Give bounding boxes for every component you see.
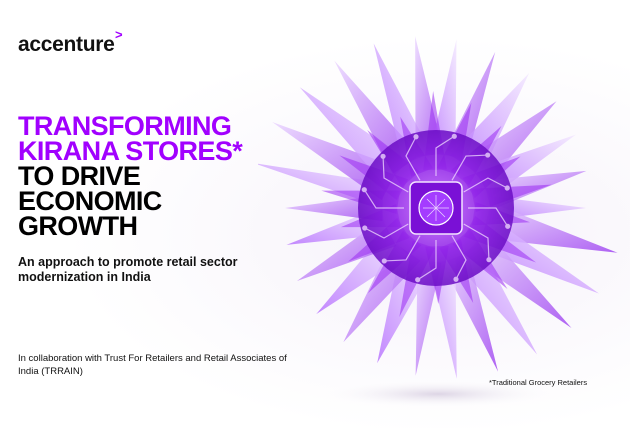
circuit-trace: [468, 207, 509, 227]
circuit-node: [413, 134, 419, 140]
circuit-node: [381, 258, 387, 264]
circuit-node: [504, 185, 510, 191]
circuit-node: [361, 187, 367, 193]
circuit-node: [415, 277, 421, 283]
headline-line-1: TRANSFORMING: [18, 111, 232, 141]
headline-line-4: ECONOMIC: [18, 186, 162, 216]
circuit-node: [505, 223, 511, 229]
logo-mark-icon: >: [115, 27, 123, 42]
circuit-trace: [463, 223, 490, 260]
circuit-trace: [435, 135, 455, 176]
circuit-node: [362, 225, 368, 231]
logo-text: accenture: [18, 33, 115, 56]
circuit-trace: [417, 240, 437, 281]
circuit-node: [380, 153, 386, 159]
circuit-trace: [451, 154, 488, 181]
circuit-node: [485, 152, 491, 158]
circuit-node: [451, 133, 457, 139]
accenture-logo: accenture >: [18, 27, 123, 57]
headline-line-5: GROWTH: [18, 211, 138, 241]
headline-line-3: TO DRIVE: [18, 161, 141, 191]
circuit-node: [486, 257, 492, 263]
footnote: *Traditional Grocery Retailers: [489, 378, 588, 387]
circuit-trace: [451, 235, 467, 280]
chip-grid: [423, 195, 449, 221]
circuit-trace: [405, 136, 421, 181]
circuit-traces: [361, 133, 511, 283]
circuit-trace: [363, 189, 404, 209]
circuit-trace: [463, 177, 508, 193]
purple-crystal-chip-icon: [258, 36, 618, 408]
subtitle: An approach to promote retail sector mod…: [18, 255, 238, 284]
circuit-trace: [382, 156, 409, 193]
headline: TRANSFORMING KIRANA STORES* TO DRIVE ECO…: [18, 111, 308, 241]
circuit-trace: [384, 235, 421, 262]
floor-shadow: [318, 380, 558, 408]
circuit-trace: [364, 223, 409, 239]
circuit-node: [453, 276, 459, 282]
collaboration-note: In collaboration with Trust For Retailer…: [18, 353, 287, 377]
headline-line-2: KIRANA STORES*: [18, 136, 243, 166]
